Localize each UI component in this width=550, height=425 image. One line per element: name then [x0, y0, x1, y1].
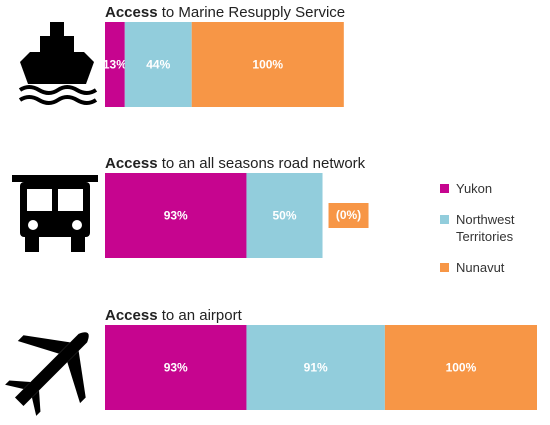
legend-label: Northwest Territories	[456, 212, 515, 244]
value-label: 100%	[446, 361, 477, 375]
bar-segment	[246, 173, 323, 258]
legend-item: Nunavut	[440, 259, 540, 276]
legend-item: Northwest Territories	[440, 211, 536, 245]
legend-swatch	[440, 184, 449, 193]
value-label: (0%)	[336, 208, 361, 222]
truck-icon	[12, 175, 98, 252]
bar-segment	[384, 325, 537, 410]
value-label: 93%	[164, 209, 188, 223]
value-label: 93%	[164, 361, 188, 375]
bar-segment	[124, 22, 192, 107]
legend: Yukon Northwest Territories Nunavut	[440, 180, 540, 290]
legend-label: Yukon	[456, 181, 493, 196]
legend-item: Yukon	[440, 180, 540, 197]
legend-swatch	[440, 215, 449, 224]
value-label: 100%	[252, 58, 283, 72]
group-title: Access to an airport	[105, 307, 243, 324]
value-label: 50%	[272, 209, 296, 223]
bar-segment	[105, 22, 125, 107]
value-label: 91%	[304, 361, 328, 375]
group-title: Access to an all seasons road network	[105, 155, 366, 172]
legend-swatch	[440, 263, 449, 272]
bar-segment	[105, 325, 247, 410]
value-label: 13%	[103, 58, 127, 72]
legend-label: Nunavut	[456, 260, 505, 275]
value-label: 44%	[146, 58, 170, 72]
bar-segment	[191, 22, 344, 107]
bar-segment	[105, 173, 247, 258]
ship-icon	[18, 22, 98, 105]
value-label-box	[328, 203, 369, 228]
group-title: Access to Marine Resupply Service	[105, 4, 345, 21]
bar-segment	[246, 325, 385, 410]
plane-icon	[5, 332, 89, 416]
